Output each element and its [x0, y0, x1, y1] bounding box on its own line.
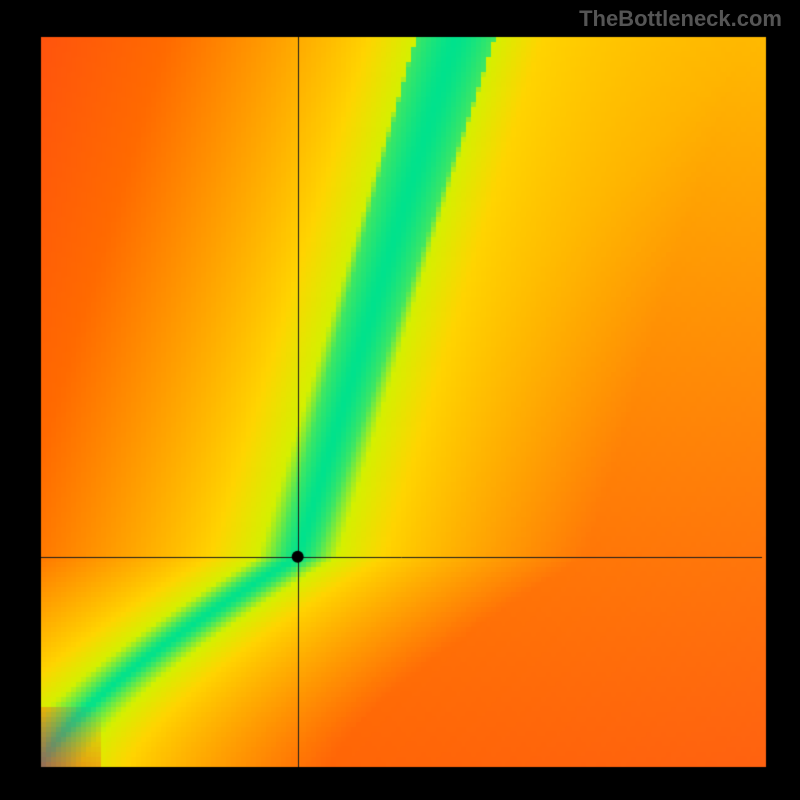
- heatmap-canvas: [0, 0, 800, 800]
- watermark-text: TheBottleneck.com: [579, 6, 782, 32]
- chart-container: TheBottleneck.com: [0, 0, 800, 800]
